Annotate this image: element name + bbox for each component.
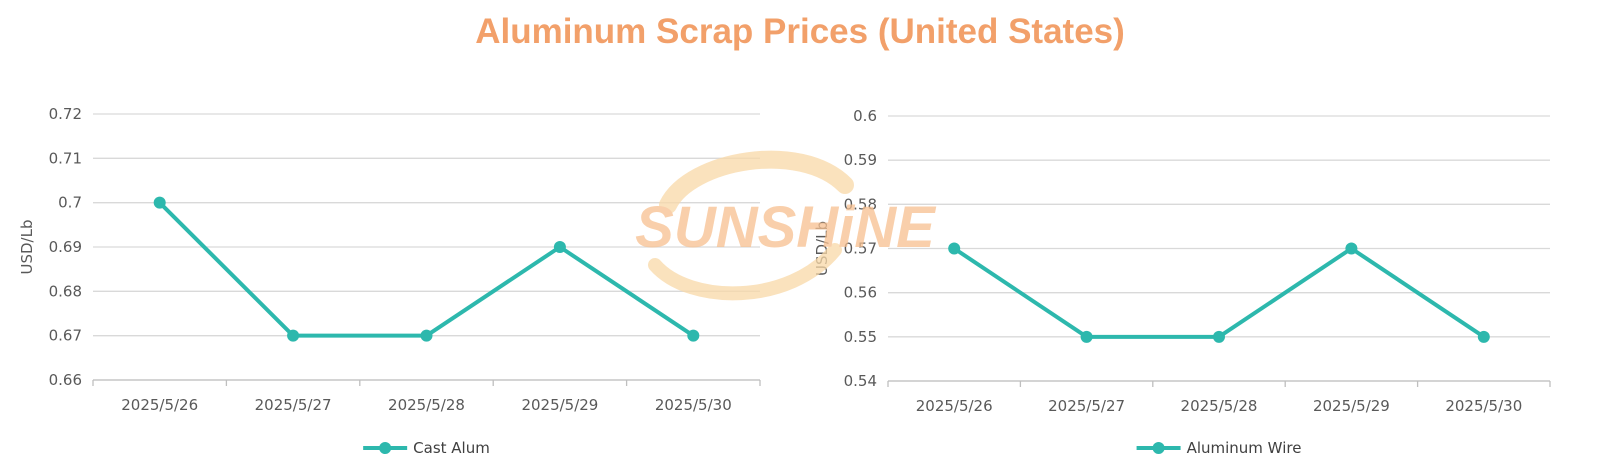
x-tick-label: 2025/5/27 [1048,397,1125,415]
y-tick-label: 0.57 [844,240,877,258]
y-tick-label: 0.7 [58,194,82,212]
x-tick-label: 2025/5/26 [916,397,993,415]
y-tick-label: 0.59 [844,151,877,169]
data-point[interactable] [1477,330,1490,343]
data-point[interactable] [153,196,166,209]
data-point[interactable] [420,329,433,342]
data-point[interactable] [687,329,700,342]
data-point[interactable] [1213,330,1225,343]
series-line [157,200,696,338]
charts-layer: 0.66 0.67 0.68 0.69 0.7 0.71 0.72 2025/5/26 2025… [18,105,1551,457]
y-axis-label: USD/Lb [18,220,36,275]
data-point[interactable] [287,329,300,342]
x-tick-label: 2025/5/29 [1313,397,1390,415]
y-tick-label: 0.68 [49,282,82,300]
y-tick-label: 0.71 [49,149,82,167]
y-tick-label: 0.55 [844,328,877,346]
data-point[interactable] [553,241,566,253]
x-tick-label: 2025/5/30 [655,396,732,414]
data-point[interactable] [1345,242,1358,255]
chart-panel-2: 0.54 0.55 0.56 0.57 0.58 0.59 0.6 2025/5/26 2025… [813,107,1551,457]
data-point[interactable] [948,242,961,255]
sunshine-watermark-logo: SUNSHiNE [635,150,937,301]
x-tick-label: 2025/5/27 [255,396,332,414]
y-tick-label: 0.58 [844,195,877,213]
y-tick-label: 0.66 [49,371,82,389]
y-tick-label: 0.54 [844,372,877,390]
y-tick-label: 0.56 [844,284,877,302]
legend-label: Aluminum Wire [1187,439,1302,457]
legend-swatch-marker [1152,442,1165,454]
y-tick-label: 0.69 [49,238,82,256]
watermark-text: SUNSHiNE [635,195,937,260]
x-tick-label: 2025/5/29 [521,396,598,414]
x-tick-label: 2025/5/30 [1445,397,1522,415]
page-title: Aluminum Scrap Prices (United States) [475,12,1125,51]
chart-panel-1: 0.66 0.67 0.68 0.69 0.7 0.71 0.72 2025/5/26 2025… [18,105,761,457]
legend-swatch-marker [379,442,392,454]
x-tick-label: 2025/5/28 [1181,397,1258,415]
data-point[interactable] [1080,330,1093,343]
x-tick-label: 2025/5/28 [388,396,465,414]
y-tick-label: 0.6 [853,107,877,125]
y-tick-label: 0.67 [49,327,82,345]
y-tick-label: 0.72 [49,105,82,123]
legend-label: Cast Alum [413,439,490,457]
x-tick-label: 2025/5/26 [121,396,198,414]
